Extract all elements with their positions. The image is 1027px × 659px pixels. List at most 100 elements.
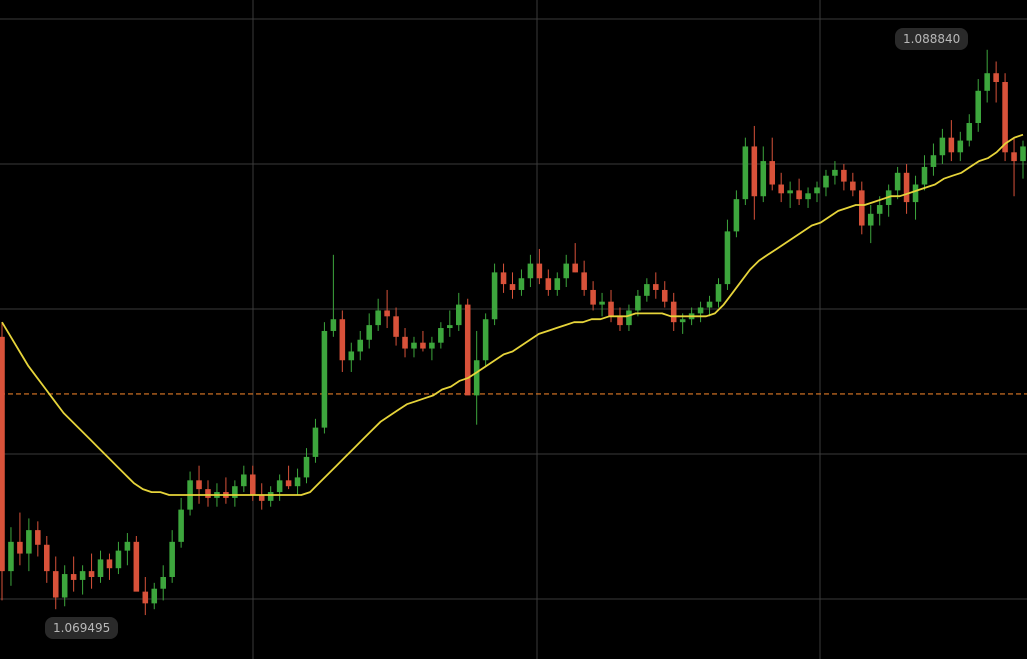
candle-body-68 <box>608 301 614 317</box>
candle-body-45 <box>402 336 408 349</box>
candle-body-84 <box>751 146 758 197</box>
candle-body-106 <box>948 137 955 153</box>
candle-body-19 <box>169 541 175 577</box>
candle-body-51 <box>455 304 462 326</box>
candle-body-98 <box>876 205 883 214</box>
candle-body-91 <box>814 187 820 194</box>
high-price-label: 1.088840 <box>895 28 969 50</box>
candle-body-50 <box>447 325 453 329</box>
candle-body-61 <box>545 278 552 290</box>
candle-body-103 <box>921 166 928 185</box>
candle-body-93 <box>832 169 838 176</box>
candle-body-67 <box>599 301 605 305</box>
candle-body-66 <box>590 289 596 305</box>
candle-body-22 <box>196 480 202 490</box>
candle-body-9 <box>79 571 86 580</box>
candle-body-23 <box>205 489 211 498</box>
candle-body-108 <box>966 123 973 141</box>
candle-body-53 <box>473 360 480 396</box>
candle-body-110 <box>984 73 990 91</box>
candle-body-15 <box>133 541 140 592</box>
candle-body-28 <box>249 474 256 495</box>
candle-body-29 <box>258 494 265 501</box>
candle-body-71 <box>635 295 641 311</box>
candle-body-52 <box>464 304 471 396</box>
candle-body-55 <box>491 272 498 320</box>
candle-body-48 <box>429 342 435 349</box>
candle-body-111 <box>993 73 999 83</box>
candle-body-87 <box>778 184 784 194</box>
candle-body-34 <box>303 456 310 478</box>
candle-body-83 <box>742 146 749 200</box>
candle-body-101 <box>903 172 910 203</box>
candle-body-56 <box>500 272 507 285</box>
candle-body-114 <box>1020 146 1026 162</box>
candle-body-89 <box>796 190 802 200</box>
candle-body-62 <box>554 278 561 290</box>
candle-body-73 <box>653 284 659 290</box>
candle-body-80 <box>715 284 722 302</box>
candle-body-1 <box>8 541 14 572</box>
candle-body-75 <box>670 301 677 323</box>
candle-body-90 <box>805 193 811 200</box>
candle-body-14 <box>124 541 131 551</box>
candle-body-2 <box>17 541 23 554</box>
candle-body-49 <box>438 328 444 343</box>
candle-body-26 <box>232 486 238 498</box>
candle-body-82 <box>733 199 740 232</box>
candle-body-10 <box>88 571 95 577</box>
candle-body-8 <box>70 574 77 580</box>
candle-body-44 <box>393 316 399 337</box>
candle-body-94 <box>841 169 847 182</box>
candle-body-74 <box>661 289 668 302</box>
candle-body-72 <box>644 284 650 296</box>
candle-body-60 <box>536 263 543 279</box>
candle-body-35 <box>312 427 319 457</box>
candle-body-92 <box>823 175 829 188</box>
candle-body-16 <box>142 591 149 604</box>
candle-body-57 <box>509 284 516 290</box>
candle-body-13 <box>115 550 122 569</box>
candle-body-112 <box>1002 82 1008 153</box>
candle-body-96 <box>859 190 865 226</box>
candle-body-6 <box>52 571 59 598</box>
candle-body-39 <box>348 351 355 361</box>
candle-body-54 <box>482 319 489 361</box>
candle-body-5 <box>44 544 50 572</box>
candle-body-3 <box>26 530 32 554</box>
candle-body-47 <box>420 342 426 349</box>
candle-body-37 <box>330 319 337 331</box>
candle-body-109 <box>975 90 981 124</box>
candle-body-32 <box>285 480 292 487</box>
candle-body-46 <box>411 342 417 349</box>
candle-body-18 <box>160 576 166 589</box>
candle-body-107 <box>957 140 964 153</box>
candle-body-86 <box>769 161 776 185</box>
candle-body-0 <box>0 336 5 572</box>
candle-body-69 <box>617 316 623 326</box>
candle-body-102 <box>912 184 919 203</box>
candle-body-11 <box>97 559 104 577</box>
candle-body-76 <box>679 319 686 323</box>
candle-body-42 <box>375 310 381 326</box>
candle-body-79 <box>706 301 713 308</box>
candle-body-88 <box>787 190 793 194</box>
candle-body-36 <box>321 330 328 428</box>
candle-body-43 <box>384 310 390 317</box>
candle-body-105 <box>939 137 946 156</box>
candle-body-97 <box>867 213 874 226</box>
candle-body-7 <box>61 574 68 598</box>
candle-body-31 <box>276 480 283 493</box>
candle-body-33 <box>294 477 301 487</box>
candle-body-65 <box>581 272 587 290</box>
candle-body-95 <box>850 181 856 191</box>
candle-body-58 <box>518 278 525 290</box>
candle-body-59 <box>527 263 534 279</box>
candle-body-63 <box>563 263 570 279</box>
candle-body-27 <box>241 474 247 487</box>
moving-average-line <box>1 133 1024 496</box>
candle-body-85 <box>760 161 767 197</box>
candle-body-12 <box>106 559 113 569</box>
candle-body-4 <box>35 530 41 545</box>
